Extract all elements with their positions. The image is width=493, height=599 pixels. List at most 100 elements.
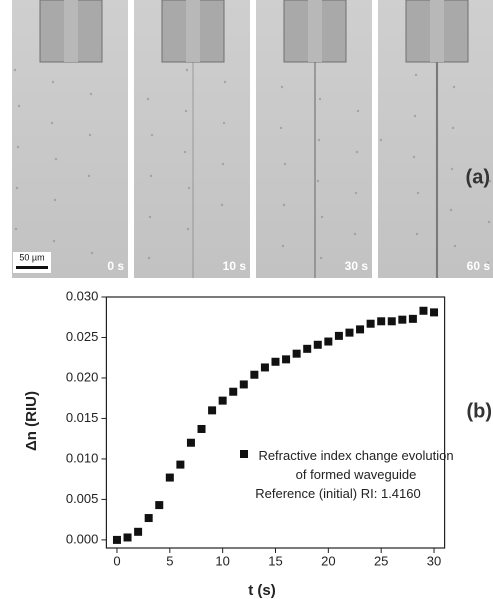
speck bbox=[450, 167, 454, 171]
y-tick-label: 0.010 bbox=[66, 450, 99, 465]
speck bbox=[453, 244, 457, 248]
data-point bbox=[176, 460, 185, 469]
speck bbox=[185, 68, 189, 72]
speck bbox=[281, 244, 285, 248]
speck bbox=[16, 145, 20, 149]
speck bbox=[223, 80, 227, 84]
data-point bbox=[430, 308, 439, 317]
speck bbox=[379, 138, 383, 142]
speck bbox=[486, 261, 490, 265]
speck bbox=[279, 126, 283, 130]
frame-label: 0 s bbox=[107, 259, 124, 273]
speck bbox=[147, 256, 151, 260]
data-point bbox=[165, 473, 174, 482]
data-point bbox=[250, 370, 259, 379]
speck bbox=[89, 92, 93, 96]
fiber-core bbox=[186, 0, 200, 62]
x-tick-label: 15 bbox=[268, 553, 282, 568]
speck bbox=[149, 174, 153, 178]
y-tick-label: 0.025 bbox=[66, 329, 99, 344]
speck bbox=[487, 220, 491, 224]
fiber-core bbox=[308, 0, 322, 62]
frame-label: 60 s bbox=[467, 259, 491, 273]
fiber-core bbox=[430, 0, 444, 62]
speck bbox=[146, 97, 150, 101]
speck bbox=[51, 80, 55, 84]
y-tick-label: 0.005 bbox=[66, 491, 99, 506]
scale-bar-label: 50 µm bbox=[19, 252, 44, 262]
speck bbox=[15, 186, 19, 190]
speck bbox=[319, 256, 323, 260]
data-point bbox=[123, 533, 132, 542]
speck bbox=[353, 232, 357, 236]
speck bbox=[183, 150, 187, 154]
x-tick-label: 25 bbox=[374, 553, 388, 568]
speck bbox=[148, 215, 152, 219]
data-point bbox=[366, 319, 375, 328]
x-axis-label: t (s) bbox=[248, 582, 276, 599]
y-tick-label: 0.015 bbox=[66, 410, 99, 425]
speck bbox=[88, 133, 92, 137]
speck bbox=[186, 227, 190, 231]
data-point bbox=[260, 363, 269, 372]
speck bbox=[317, 138, 321, 142]
speck bbox=[318, 97, 322, 101]
data-point bbox=[197, 424, 206, 433]
speck bbox=[280, 85, 284, 89]
data-point bbox=[408, 314, 417, 323]
data-point bbox=[208, 406, 217, 415]
data-point bbox=[155, 501, 164, 510]
data-point bbox=[356, 325, 365, 334]
speck bbox=[356, 109, 360, 113]
data-point bbox=[345, 328, 354, 337]
speck bbox=[90, 251, 94, 255]
data-point bbox=[313, 340, 322, 349]
fiber-core bbox=[64, 0, 78, 62]
speck bbox=[282, 203, 286, 207]
speck bbox=[222, 121, 226, 125]
speck bbox=[416, 191, 420, 195]
speck bbox=[354, 191, 358, 195]
speck bbox=[355, 150, 359, 154]
y-axis-label: Δn (RIU) bbox=[23, 391, 40, 451]
legend: Refractive index change evolution of for… bbox=[220, 446, 456, 503]
data-point bbox=[239, 380, 248, 389]
data-point bbox=[218, 396, 227, 405]
x-tick-label: 0 bbox=[113, 553, 120, 568]
panel-label: (a) bbox=[466, 166, 490, 188]
speck bbox=[452, 85, 456, 89]
speck bbox=[53, 198, 57, 202]
speck bbox=[320, 215, 324, 219]
data-point bbox=[419, 306, 428, 315]
frame-label: 30 s bbox=[345, 259, 369, 273]
speck bbox=[221, 162, 225, 166]
legend-marker bbox=[240, 450, 248, 458]
data-point bbox=[324, 337, 333, 346]
x-tick-label: 30 bbox=[427, 553, 441, 568]
speck bbox=[413, 114, 417, 118]
data-point bbox=[334, 331, 343, 340]
data-point bbox=[186, 438, 195, 447]
panel-label: (b) bbox=[466, 400, 492, 422]
speck bbox=[14, 227, 18, 231]
data-point bbox=[271, 357, 280, 366]
data-point bbox=[134, 527, 143, 536]
speck bbox=[415, 232, 419, 236]
speck bbox=[184, 109, 188, 113]
speck bbox=[414, 73, 418, 77]
speck bbox=[17, 104, 21, 108]
speck bbox=[187, 186, 191, 190]
data-point bbox=[303, 344, 312, 353]
legend-label: Refractive index change evolution of for… bbox=[258, 448, 454, 482]
data-point bbox=[229, 387, 238, 396]
y-tick-label: 0.030 bbox=[66, 288, 99, 303]
micrograph-panel: 0 s 10 s 30 s 60 s 50 µm bbox=[12, 0, 493, 278]
speck bbox=[87, 174, 91, 178]
speck bbox=[412, 155, 416, 159]
x-tick-label: 5 bbox=[166, 553, 173, 568]
x-tick-label: 20 bbox=[321, 553, 335, 568]
speck bbox=[316, 179, 320, 183]
data-point bbox=[387, 317, 396, 326]
